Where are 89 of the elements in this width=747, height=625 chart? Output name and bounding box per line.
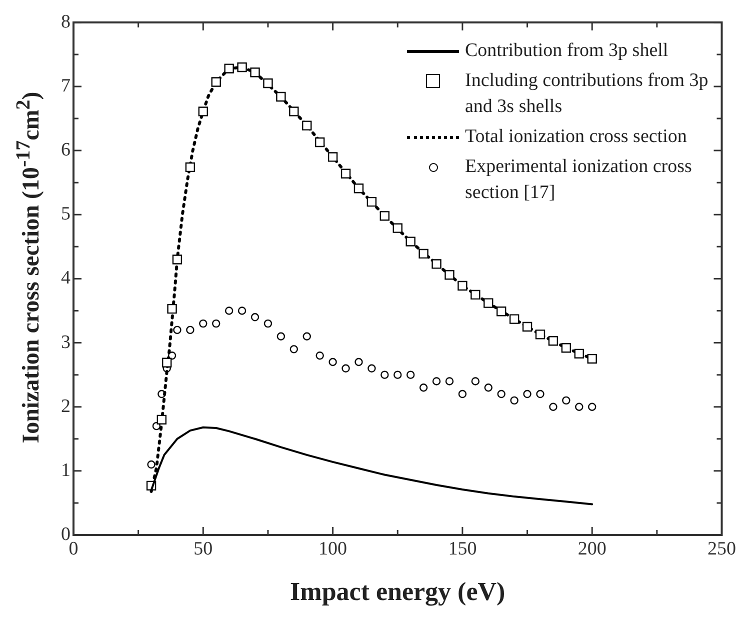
point: [419, 384, 428, 392]
point: [185, 162, 196, 172]
y-tick-label: 4: [61, 268, 71, 289]
point: [549, 402, 558, 411]
y-tick-label: 2: [61, 396, 70, 417]
point: [237, 62, 247, 72]
point: [588, 402, 596, 411]
point: [562, 396, 570, 405]
point: [536, 390, 544, 398]
point: [172, 254, 182, 264]
point: [328, 358, 337, 366]
point: [264, 319, 272, 328]
point: [302, 120, 312, 130]
x-tick-label: 100: [318, 538, 348, 560]
point: [316, 351, 324, 360]
point: [484, 298, 494, 308]
point: [354, 358, 363, 366]
legend-label: Contribution from 3p shell: [465, 39, 668, 63]
x-tick-label: 250: [708, 538, 736, 560]
point: [198, 106, 208, 116]
point: [561, 343, 572, 353]
x-axis-title: Impact energy (eV): [290, 577, 506, 606]
legend-label: Total ionization cross section: [465, 125, 687, 149]
point: [289, 106, 299, 116]
point: [496, 306, 506, 316]
point: [340, 168, 351, 178]
point: [484, 384, 492, 392]
x-tick-label: 50: [194, 538, 213, 560]
point: [211, 77, 221, 87]
point: [522, 322, 532, 332]
point: [328, 152, 338, 162]
point: [497, 390, 506, 398]
point: [458, 280, 468, 291]
point: [523, 390, 532, 398]
point: [445, 377, 454, 386]
point: [418, 248, 428, 259]
y-tick-label: 7: [61, 75, 70, 96]
point: [535, 330, 546, 340]
point: [147, 460, 156, 469]
point: [392, 223, 402, 233]
point: [394, 370, 402, 379]
point: [199, 319, 208, 328]
y-tick-label: 3: [61, 332, 70, 353]
legend-label: Experimental ionization cross section [17]: [465, 155, 693, 205]
point: [224, 64, 234, 74]
point: [470, 290, 480, 300]
point: [406, 236, 416, 246]
point: [368, 364, 376, 373]
point: [186, 326, 194, 334]
point: [290, 345, 298, 354]
x-tick-label: 150: [448, 538, 477, 560]
point: [156, 414, 167, 425]
point: [406, 370, 415, 379]
y-tick-label: 8: [61, 11, 70, 32]
point: [250, 313, 260, 322]
point: [302, 332, 311, 340]
point: [444, 270, 454, 280]
point: [471, 377, 480, 386]
point: [510, 396, 518, 405]
point: [575, 402, 584, 411]
point: [342, 364, 350, 373]
point: [458, 390, 467, 398]
point: [432, 377, 441, 386]
legend-label: Including contributions from 3p and 3s shells: [465, 69, 710, 119]
point: [548, 336, 558, 346]
y-tick-label: 0: [61, 524, 70, 545]
point: [212, 319, 220, 328]
point: [167, 304, 177, 314]
x-tick-label: 200: [578, 538, 606, 560]
point: [276, 92, 286, 102]
point: [574, 348, 584, 359]
point: [276, 332, 286, 340]
point: [432, 259, 442, 269]
y-tick-label: 5: [61, 204, 70, 225]
point: [509, 314, 520, 324]
point: [250, 68, 260, 78]
point: [162, 358, 172, 368]
point: [314, 137, 325, 148]
y-tick-label: 6: [61, 140, 70, 161]
point: [173, 326, 182, 334]
point: [380, 211, 390, 221]
point: [366, 196, 377, 207]
point: [354, 184, 364, 194]
point: [587, 354, 597, 364]
point: [238, 306, 246, 315]
point: [263, 78, 273, 88]
point: [380, 370, 389, 379]
y-tick-label: 1: [61, 460, 70, 481]
point: [224, 306, 234, 315]
